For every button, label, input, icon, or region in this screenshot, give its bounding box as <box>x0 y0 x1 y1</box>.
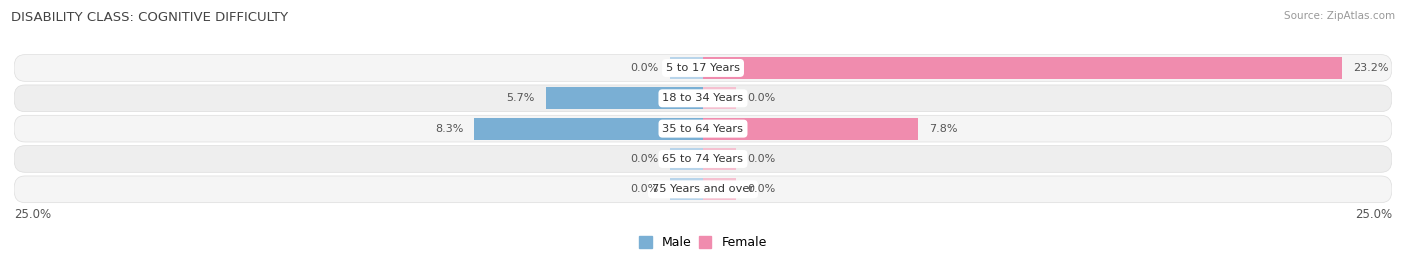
Text: 0.0%: 0.0% <box>631 154 659 164</box>
Text: 0.0%: 0.0% <box>747 184 775 194</box>
Bar <box>669 178 703 200</box>
Bar <box>703 118 918 140</box>
Bar <box>474 118 703 140</box>
FancyBboxPatch shape <box>14 115 1392 142</box>
FancyBboxPatch shape <box>14 146 1392 172</box>
FancyBboxPatch shape <box>14 55 1392 81</box>
Bar <box>669 57 703 79</box>
Text: 5.7%: 5.7% <box>506 93 534 103</box>
FancyBboxPatch shape <box>14 85 1392 112</box>
Bar <box>703 178 737 200</box>
Text: 0.0%: 0.0% <box>747 93 775 103</box>
Text: 35 to 64 Years: 35 to 64 Years <box>662 124 744 134</box>
Text: 0.0%: 0.0% <box>747 154 775 164</box>
Text: DISABILITY CLASS: COGNITIVE DIFFICULTY: DISABILITY CLASS: COGNITIVE DIFFICULTY <box>11 11 288 24</box>
Text: 8.3%: 8.3% <box>434 124 463 134</box>
Text: 0.0%: 0.0% <box>631 184 659 194</box>
FancyBboxPatch shape <box>14 176 1392 203</box>
Text: Source: ZipAtlas.com: Source: ZipAtlas.com <box>1284 11 1395 21</box>
Text: 18 to 34 Years: 18 to 34 Years <box>662 93 744 103</box>
Bar <box>546 87 703 109</box>
Text: 23.2%: 23.2% <box>1354 63 1389 73</box>
Bar <box>703 57 1343 79</box>
Text: 65 to 74 Years: 65 to 74 Years <box>662 154 744 164</box>
Legend: Male, Female: Male, Female <box>634 231 772 254</box>
Text: 25.0%: 25.0% <box>1355 208 1392 221</box>
Text: 0.0%: 0.0% <box>631 63 659 73</box>
Bar <box>669 148 703 170</box>
Text: 7.8%: 7.8% <box>929 124 957 134</box>
Text: 25.0%: 25.0% <box>14 208 51 221</box>
Text: 75 Years and over: 75 Years and over <box>652 184 754 194</box>
Bar <box>703 148 737 170</box>
Bar <box>703 87 737 109</box>
Text: 5 to 17 Years: 5 to 17 Years <box>666 63 740 73</box>
